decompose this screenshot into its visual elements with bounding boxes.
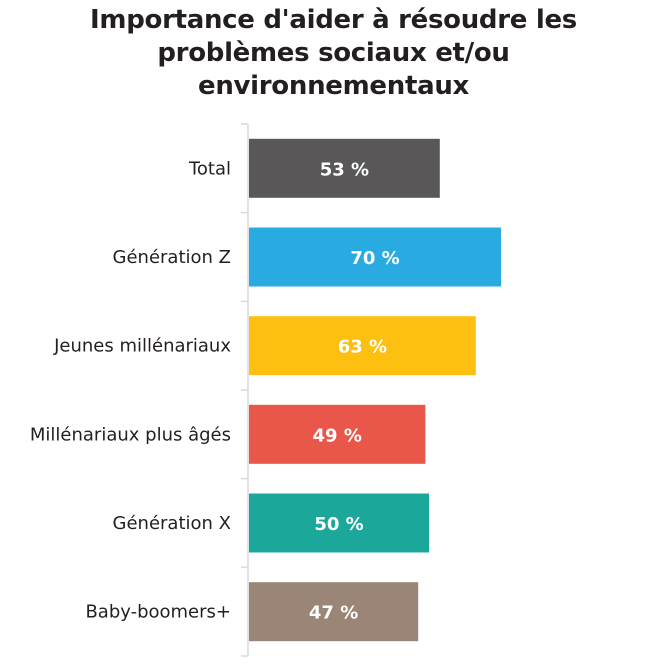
- category-label: Génération Z: [113, 247, 231, 268]
- category-label: Baby-boomers+: [85, 602, 231, 623]
- bar-value-label: 49 %: [313, 425, 362, 446]
- chart-title: Importance d'aider à résoudre les problè…: [0, 4, 667, 103]
- bar-value-label: 70 %: [350, 248, 399, 269]
- category-label: Total: [188, 158, 231, 179]
- bar: [249, 404, 426, 464]
- bar: [249, 582, 419, 642]
- bar-value-label: 47 %: [309, 603, 358, 624]
- chart-title-line: Importance d'aider à résoudre les: [90, 5, 577, 35]
- bar: [249, 138, 440, 198]
- chart-title-line: problèmes sociaux et/ou: [157, 38, 510, 68]
- category-label: Millénariaux plus âgés: [30, 424, 231, 445]
- bar-value-label: 63 %: [338, 337, 387, 358]
- category-label: Génération X: [113, 513, 231, 534]
- bar: [249, 493, 429, 553]
- bar-value-label: 50 %: [314, 514, 363, 535]
- bar: [249, 316, 476, 376]
- chart-title-line: environnementaux: [197, 71, 470, 101]
- category-label: Jeunes millénariaux: [53, 336, 231, 357]
- bar: [249, 227, 501, 287]
- bar-value-label: 53 %: [320, 159, 369, 180]
